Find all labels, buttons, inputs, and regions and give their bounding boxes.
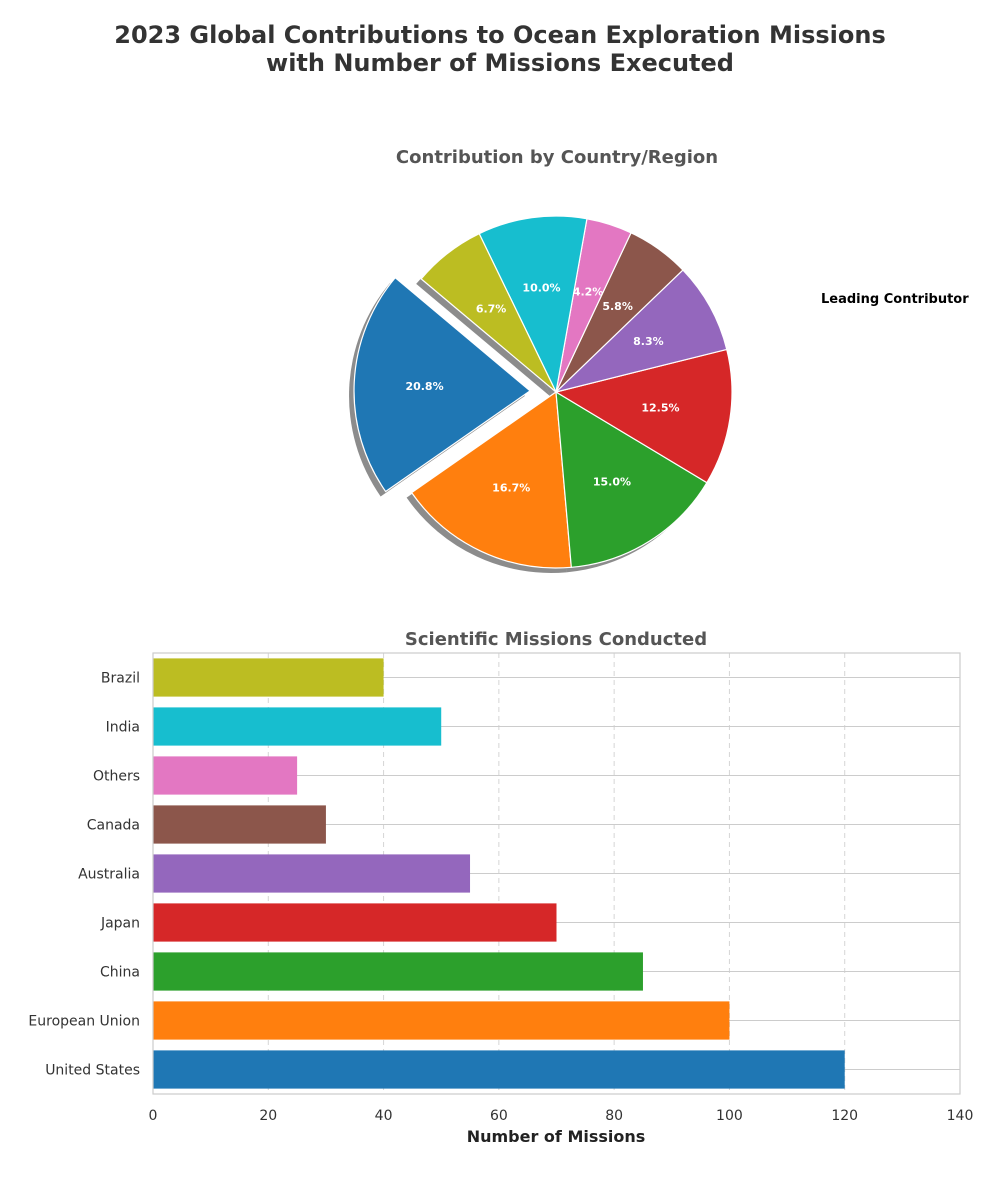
- figure-title-line2: with Number of Missions Executed: [266, 49, 734, 77]
- bar-y-tick-label-others: Others: [93, 769, 140, 785]
- bar-canada: [153, 805, 326, 844]
- bars: [153, 658, 845, 1089]
- bar-x-tick-labels: 0 20 40 60 80 100 120 140: [149, 1108, 974, 1124]
- bar-european-union: [153, 1001, 730, 1040]
- bar-x-tick-label: 40: [375, 1108, 393, 1124]
- bar-x-tick-label: 0: [149, 1108, 158, 1124]
- pie-slices: [353, 215, 733, 569]
- bar-others: [153, 756, 298, 795]
- pie-pct-label-india: 10.0%: [522, 281, 560, 294]
- pie-pct-label-others: 4.2%: [573, 285, 604, 298]
- bar-y-tick-labels: United States European Union China Japan Aus…: [28, 671, 140, 1079]
- pie-slice-india: [478, 215, 588, 394]
- bar-y-tick-label-european-union: European Union: [28, 1014, 140, 1030]
- bar-x-tick-label: 20: [259, 1108, 277, 1124]
- pie-pct-label-australia: 8.3%: [633, 335, 664, 348]
- pie-pct-label-brazil: 6.7%: [476, 303, 507, 316]
- bar-x-tick-label: 120: [831, 1108, 858, 1124]
- bar-y-tick-label-canada: Canada: [87, 818, 140, 834]
- bar-japan: [153, 903, 557, 942]
- bar-y-tick-label-india: India: [106, 720, 140, 736]
- bar-x-tick-label: 140: [947, 1108, 974, 1124]
- bar-chart-title: Scientific Missions Conducted: [405, 629, 707, 650]
- leading-contributor-annotation: Leading Contributor: [821, 292, 969, 307]
- figure-title-line1: 2023 Global Contributions to Ocean Explo…: [114, 21, 885, 49]
- pie-pct-label-canada: 5.8%: [602, 300, 633, 313]
- bar-y-tick-label-australia: Australia: [78, 867, 140, 883]
- bar-united-states: [153, 1050, 845, 1089]
- bar-chart: Scientific Missions Conducted United Sta…: [28, 629, 973, 1146]
- pie-chart-title: Contribution by Country/Region: [396, 147, 718, 168]
- bar-x-axis-label: Number of Missions: [467, 1127, 646, 1146]
- pie-chart: Contribution by Country/Region 20.8% 16.7…: [349, 147, 969, 574]
- pie-pct-label-united-states: 20.8%: [405, 380, 443, 393]
- bar-y-tick-label-united-states: United States: [45, 1063, 140, 1079]
- bar-y-tick-label-brazil: Brazil: [101, 671, 140, 687]
- pie-slice-china: [555, 390, 708, 568]
- pie-pct-label-japan: 12.5%: [641, 402, 679, 415]
- bar-x-tick-label: 60: [490, 1108, 508, 1124]
- pie-slice-australia: [553, 269, 728, 394]
- pie-slice-brazil: [420, 232, 557, 393]
- bar-x-tick-label: 80: [605, 1108, 623, 1124]
- bar-y-tick-label-japan: Japan: [100, 916, 140, 932]
- bar-y-tick-label-china: China: [100, 965, 140, 981]
- bar-brazil: [153, 658, 384, 697]
- pie-slice-japan: [554, 348, 733, 484]
- pie-slice-european-union: [410, 390, 572, 569]
- bar-china: [153, 952, 643, 991]
- bar-x-tick-label: 100: [716, 1108, 743, 1124]
- bar-india: [153, 707, 442, 746]
- pie-pct-label-european-union: 16.7%: [492, 482, 530, 495]
- bar-australia: [153, 854, 471, 893]
- pie-pct-label-china: 15.0%: [593, 476, 631, 489]
- pie-labels: 20.8% 16.7% 15.0% 12.5% 8.3% 5.8% 4.2% 10.0% 6.7…: [405, 281, 679, 494]
- bar-plot-frame: [152, 652, 961, 1095]
- pie-slice-united-states: [353, 276, 532, 493]
